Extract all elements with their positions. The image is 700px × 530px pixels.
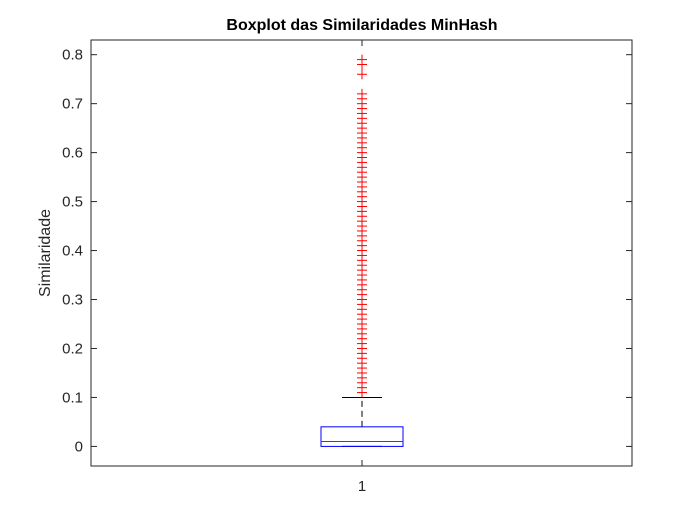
outlier-point [357, 88, 367, 99]
y-tick-label: 0.4 [62, 243, 83, 260]
y-tick-label: 0.7 [62, 96, 83, 113]
x-tick-label: 1 [358, 478, 366, 495]
marks-layer [320, 54, 404, 447]
y-tick-label: 0.2 [62, 340, 83, 357]
y-tick-label: 0.5 [62, 194, 83, 211]
iqr-box [320, 426, 404, 447]
axes-layer: 0 0.1 0.2 0.3 0.4 0.5 0.6 0.7 0.8 1 [62, 39, 633, 495]
outlier-point [357, 54, 367, 65]
chart-title: Boxplot das Similaridades MinHash [226, 17, 497, 34]
y-tick-label: 0.3 [62, 292, 83, 309]
y-tick-label: 0.6 [62, 145, 83, 162]
y-axis-label: Similaridade [37, 209, 54, 297]
outlier-point [357, 69, 367, 80]
y-tick-label: 0.1 [62, 389, 83, 406]
y-tick-label: 0 [75, 438, 83, 455]
y-tick-label: 0.8 [62, 47, 83, 64]
